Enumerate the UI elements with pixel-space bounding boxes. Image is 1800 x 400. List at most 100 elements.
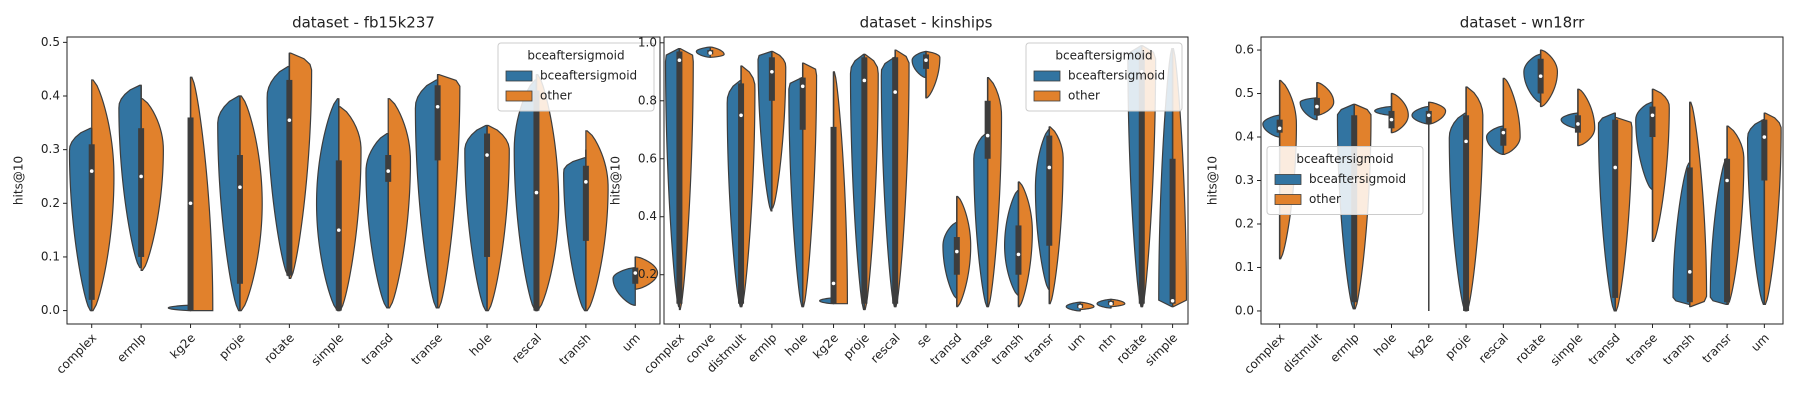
median: [1538, 74, 1543, 78]
median: [584, 180, 588, 184]
box: [1724, 158, 1731, 303]
violin-half: [1374, 105, 1393, 116]
median: [139, 174, 143, 179]
x-tick-label: simple: [1142, 331, 1180, 369]
x-tick-label: complex: [53, 331, 99, 377]
chart-title: dataset - kinships: [860, 14, 993, 32]
violin-half: [1110, 298, 1126, 308]
box: [738, 83, 745, 304]
legend-label: bceaftersigmoid: [1309, 172, 1406, 186]
median: [1613, 165, 1618, 170]
median: [1047, 165, 1052, 170]
legend-label: other: [540, 89, 572, 103]
median: [800, 84, 805, 89]
box: [768, 57, 775, 101]
x-tick-label: transh: [556, 331, 593, 368]
y-tick-label: 0.1: [1235, 260, 1254, 274]
violin-half: [894, 49, 910, 308]
x-tick-label: se: [914, 331, 934, 351]
legend-title: bceaftersigmoid: [527, 49, 624, 63]
legend-swatch: [1274, 194, 1302, 205]
violin-half: [1746, 119, 1765, 306]
violin-half: [740, 65, 756, 308]
violin-half: [217, 95, 241, 312]
box: [1425, 110, 1432, 124]
y-tick-label: 0.8: [638, 93, 657, 107]
violin-half: [1079, 301, 1095, 311]
median: [386, 169, 391, 173]
violin-half: [414, 79, 439, 309]
violin-half: [239, 95, 263, 312]
legend-label: bceaftersigmoid: [1068, 69, 1165, 83]
median: [1576, 122, 1580, 126]
violin-half: [788, 76, 804, 308]
violin-half: [68, 127, 93, 312]
violin-half: [942, 221, 958, 299]
box: [953, 237, 960, 275]
box: [676, 51, 683, 304]
median: [1078, 304, 1082, 309]
violin-half: [925, 50, 941, 99]
violin-half: [771, 50, 787, 209]
violin-half: [266, 65, 290, 277]
violin-half: [1614, 116, 1633, 312]
legend-label: bceaftersigmoid: [540, 69, 637, 83]
violin-half: [1651, 88, 1670, 242]
chart-title: dataset - fb15k237: [292, 14, 435, 32]
median: [238, 185, 242, 190]
violin-half: [726, 79, 742, 308]
x-tick-label: rescal: [509, 331, 544, 366]
y-tick-label: 0.3: [1235, 173, 1254, 187]
box: [861, 57, 868, 304]
violin-half: [757, 50, 773, 212]
violin-half: [118, 84, 142, 269]
median: [893, 90, 897, 94]
box: [484, 133, 491, 257]
median: [188, 201, 193, 206]
violin-half: [1560, 112, 1579, 129]
legend-swatch: [1033, 70, 1061, 82]
y-tick-label: 0.5: [41, 35, 60, 49]
box: [1169, 158, 1176, 304]
median: [985, 133, 990, 138]
median: [770, 69, 774, 74]
violin-half: [911, 50, 927, 79]
violin-half: [140, 98, 164, 271]
violin-half: [563, 157, 587, 312]
median: [831, 281, 836, 286]
x-tick-label: proje: [1442, 331, 1473, 362]
violin-half: [1502, 77, 1521, 156]
box: [1761, 119, 1768, 181]
median: [1426, 113, 1431, 118]
violin-half: [832, 71, 849, 305]
violin-half: [1726, 125, 1745, 306]
violin-half: [464, 124, 488, 312]
axes-frame: [66, 36, 661, 325]
violin-half: [1597, 112, 1616, 312]
y-tick-label: 0.6: [1235, 43, 1254, 57]
violin-half: [1689, 101, 1708, 308]
legend-label: other: [1068, 89, 1100, 103]
violin-half: [863, 53, 879, 311]
violin-half: [387, 98, 412, 309]
violin-half: [1540, 49, 1559, 108]
x-tick-label: kg2e: [1406, 331, 1437, 362]
violin-half: [1390, 92, 1409, 134]
violin-half: [1017, 181, 1033, 308]
violin-half: [1048, 126, 1064, 305]
x-tick-label: rotate: [1513, 331, 1548, 366]
median: [862, 78, 867, 83]
violin-half: [612, 267, 636, 306]
x-tick-label: proje: [841, 331, 872, 362]
y-tick-label: 0.1: [41, 249, 60, 263]
violin-half: [91, 79, 115, 312]
median: [1464, 139, 1468, 144]
violin-half: [987, 76, 1003, 308]
legend-box: [1266, 146, 1424, 215]
box: [385, 155, 392, 182]
y-tick-label: 0.6: [638, 151, 657, 165]
violin-half: [189, 76, 214, 312]
box: [1649, 106, 1656, 138]
median: [955, 249, 959, 254]
violin-half: [956, 195, 972, 308]
